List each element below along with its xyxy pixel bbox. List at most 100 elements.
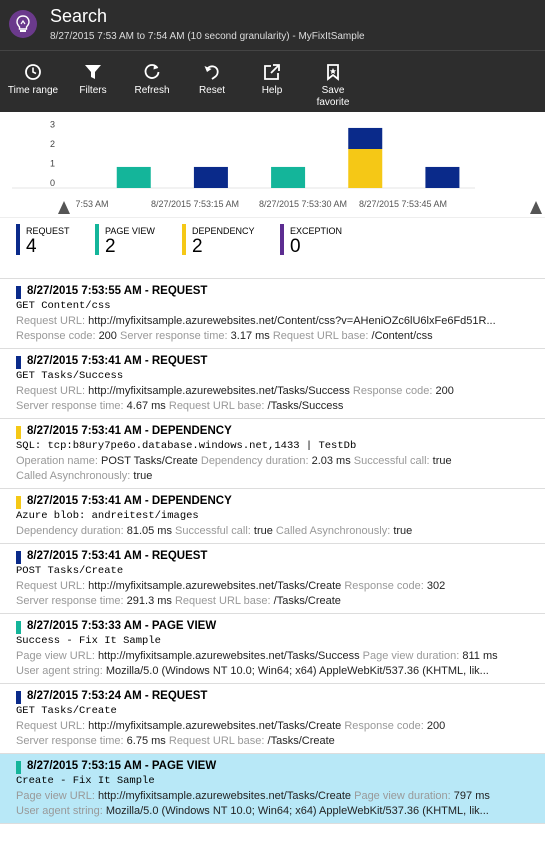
property-key: Request URL: xyxy=(16,315,86,327)
result-properties: Server response time: 291.3 ms Request U… xyxy=(16,594,541,609)
result-properties: Request URL: http://myfixitsample.azurew… xyxy=(16,719,541,734)
legend-swatch xyxy=(95,224,99,255)
property-value: 797 ms xyxy=(453,790,490,802)
y-tick-label: 1 xyxy=(50,159,55,169)
property-value: true xyxy=(133,470,153,482)
filters-button[interactable]: Filters xyxy=(63,51,123,112)
chart-bar-request xyxy=(193,166,228,188)
property-value: 200 xyxy=(98,330,117,342)
event-type-marker xyxy=(16,356,21,369)
event-type-marker xyxy=(16,691,21,704)
property-value: Mozilla/5.0 (Windows NT 10.0; Win64; x64… xyxy=(105,665,489,677)
result-properties: Dependency duration: 81.05 ms Successful… xyxy=(16,524,541,539)
result-properties: Page view URL: http://myfixitsample.azur… xyxy=(16,789,541,804)
property-value: true xyxy=(432,455,452,467)
property-value: /Tasks/Success xyxy=(267,400,344,412)
property-value: 200 xyxy=(435,385,454,397)
result-properties: Server response time: 6.75 ms Request UR… xyxy=(16,734,541,749)
result-properties: Operation name: POST Tasks/Create Depend… xyxy=(16,454,541,469)
property-key: Successful call: xyxy=(175,525,251,537)
property-value: 6.75 ms xyxy=(126,735,166,747)
result-title: 8/27/2015 7:53:41 AM - REQUEST xyxy=(27,550,208,562)
result-item[interactable]: 8/27/2015 7:53:41 AM - REQUEST POST Tasks… xyxy=(0,544,545,614)
result-title: 8/27/2015 7:53:33 AM - PAGE VIEW xyxy=(27,620,217,632)
result-item[interactable]: 8/27/2015 7:53:55 AM - REQUEST GET Conten… xyxy=(0,279,545,349)
property-value: true xyxy=(393,525,413,537)
result-operation: POST Tasks/Create xyxy=(16,565,124,577)
result-title: 8/27/2015 7:53:55 AM - REQUEST xyxy=(27,285,208,297)
property-key: Request URL: xyxy=(16,580,86,592)
property-value: http://myfixitsample.azurewebsites.net/T… xyxy=(88,720,342,732)
page-subtitle: 8/27/2015 7:53 AM to 7:54 AM (10 second … xyxy=(50,31,365,42)
result-operation: Azure blob: andreitest/images xyxy=(16,510,199,522)
property-key: Successful call: xyxy=(353,455,430,467)
event-type-marker xyxy=(16,621,21,634)
result-item[interactable]: 8/27/2015 7:53:41 AM - DEPENDENCY SQL: tc… xyxy=(0,419,545,489)
page-title: Search xyxy=(50,6,108,26)
result-properties: Called Asynchronously: true xyxy=(16,469,541,484)
property-key: Request URL base: xyxy=(174,595,271,607)
property-value: 811 ms xyxy=(462,650,498,662)
save-favorite-button[interactable]: Save favorite xyxy=(303,51,363,112)
property-value: true xyxy=(253,525,273,537)
result-title: 8/27/2015 7:53:41 AM - DEPENDENCY xyxy=(27,495,232,507)
chart-bar-page-view xyxy=(116,166,151,188)
bookmark-icon xyxy=(303,63,363,85)
result-item[interactable]: 8/27/2015 7:53:41 AM - REQUEST GET Tasks/… xyxy=(0,349,545,419)
result-item[interactable]: 8/27/2015 7:53:24 AM - REQUEST GET Tasks/… xyxy=(0,684,545,754)
property-value: http://myfixitsample.azurewebsites.net/T… xyxy=(88,385,350,397)
y-tick-label: 0 xyxy=(50,178,55,188)
blade-header: Search 8/27/2015 7:53 AM to 7:54 AM (10 … xyxy=(0,0,545,50)
property-value: 2.03 ms xyxy=(311,455,351,467)
refresh-icon xyxy=(122,63,182,85)
range-start-handle xyxy=(58,201,70,214)
property-value: /Content/css xyxy=(371,330,433,342)
lightbulb-icon xyxy=(9,10,37,38)
refresh-button[interactable]: Refresh xyxy=(122,51,182,112)
legend-swatch xyxy=(182,224,186,255)
property-key: Dependency duration: xyxy=(16,525,124,537)
command-bar: Time range Filters Refresh Reset Help Sa… xyxy=(0,50,545,112)
property-key: Called Asynchronously: xyxy=(16,470,131,482)
property-value: http://myfixitsample.azurewebsites.net/T… xyxy=(97,790,352,802)
property-key: Dependency duration: xyxy=(200,455,309,467)
range-end-handle xyxy=(530,201,542,214)
property-key: Response code: xyxy=(352,385,433,397)
property-key: Request URL: xyxy=(16,385,86,397)
property-key: Called Asynchronously: xyxy=(275,525,391,537)
property-value: 302 xyxy=(426,580,446,592)
result-operation: GET Content/css xyxy=(16,300,111,312)
result-item[interactable]: 8/27/2015 7:53:15 AM - PAGE VIEW Create -… xyxy=(0,754,545,824)
property-value: 200 xyxy=(426,720,446,732)
property-value: 291.3 ms xyxy=(126,595,172,607)
reset-button[interactable]: Reset xyxy=(182,51,242,112)
property-value: /Tasks/Create xyxy=(267,735,335,747)
time-range-button[interactable]: Time range xyxy=(3,51,63,112)
result-operation: Create - Fix It Sample xyxy=(16,775,155,787)
result-properties: Response code: 200 Server response time:… xyxy=(16,329,541,344)
help-button[interactable]: Help xyxy=(242,51,302,112)
property-key: Request URL: xyxy=(16,720,86,732)
event-type-marker xyxy=(16,551,21,564)
property-value: 81.05 ms xyxy=(126,525,172,537)
result-properties: Request URL: http://myfixitsample.azurew… xyxy=(16,384,541,399)
y-tick-label: 2 xyxy=(50,139,55,149)
property-key: Server response time: xyxy=(16,400,124,412)
result-operation: SQL: tcp:b8ury7pe6o.database.windows.net… xyxy=(16,440,357,452)
property-key: Server response time: xyxy=(119,330,228,342)
legend-swatch xyxy=(16,224,20,255)
event-type-marker xyxy=(16,496,21,509)
result-item[interactable]: 8/27/2015 7:53:41 AM - DEPENDENCY Azure b… xyxy=(0,489,545,544)
result-operation: Success - Fix It Sample xyxy=(16,635,161,647)
result-operation: GET Tasks/Success xyxy=(16,370,124,382)
result-item[interactable]: 8/27/2015 7:53:33 AM - PAGE VIEW Success … xyxy=(0,614,545,684)
result-properties: Server response time: 4.67 ms Request UR… xyxy=(16,399,541,414)
event-type-marker xyxy=(16,286,21,299)
result-title: 8/27/2015 7:53:41 AM - DEPENDENCY xyxy=(27,425,232,437)
x-tick-label: 7:53 AM xyxy=(75,199,108,209)
result-properties: User agent string: Mozilla/5.0 (Windows … xyxy=(16,664,541,679)
chart-svg: 3 2 1 0 7:53 AM 8/27/2015 7:53:15 AM 8/27/2015… xyxy=(12,120,542,214)
legend-swatch xyxy=(280,224,284,255)
external-link-icon xyxy=(242,63,302,85)
funnel-icon xyxy=(63,63,123,85)
